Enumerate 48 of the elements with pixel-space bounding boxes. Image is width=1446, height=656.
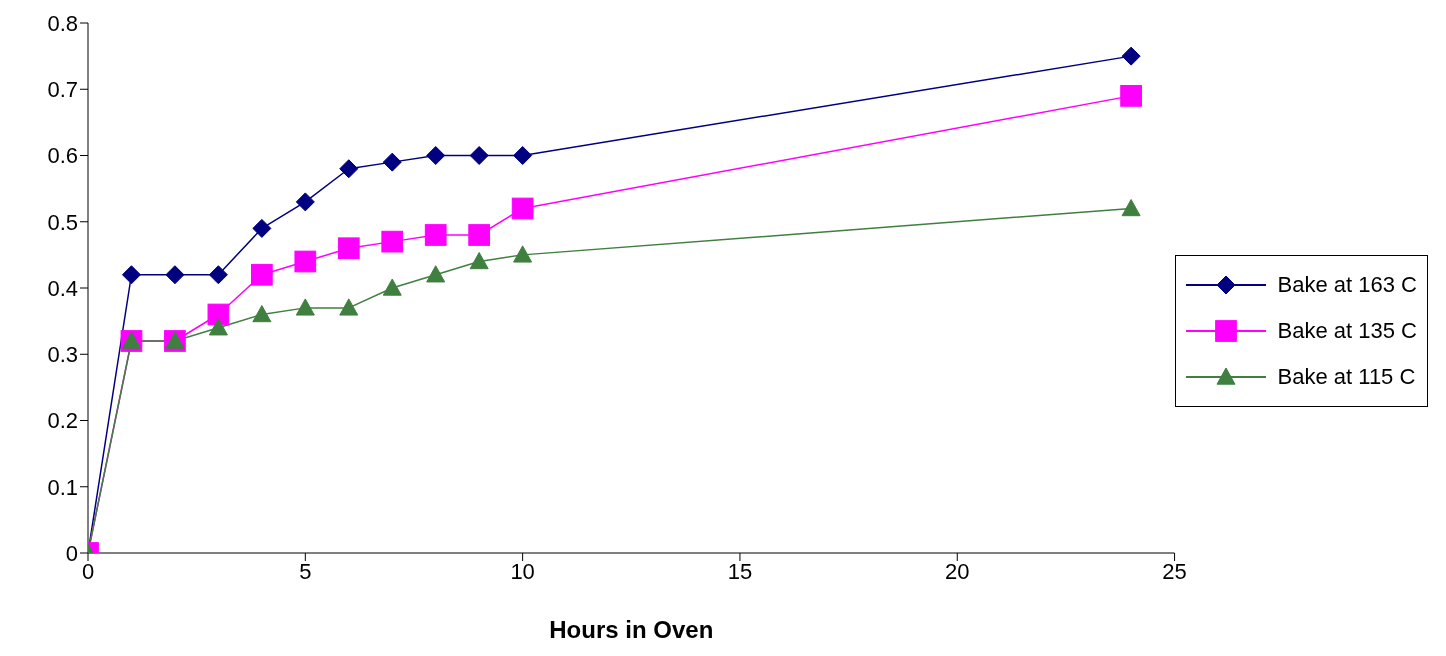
- point: [252, 218, 272, 238]
- point: [121, 265, 141, 285]
- y-tick-label: 0.8: [47, 10, 78, 36]
- point: [469, 146, 489, 165]
- legend-label: Bake at 115 C: [1277, 363, 1416, 390]
- point: [511, 197, 534, 220]
- legend-label: Bake at 135 C: [1277, 317, 1417, 344]
- x-axis-title: Hours in Oven: [549, 616, 714, 643]
- point: [294, 250, 317, 273]
- point: [165, 265, 185, 285]
- x-tick-label: 15: [727, 558, 753, 584]
- y-tick-label: 0.2: [47, 408, 78, 434]
- point: [252, 305, 272, 323]
- point: [207, 303, 230, 326]
- point: [339, 159, 359, 179]
- y-tick-label: 0.7: [47, 77, 78, 103]
- point: [1120, 85, 1142, 107]
- legend-label: Bake at 163 C: [1277, 271, 1417, 298]
- point: [382, 278, 402, 296]
- x-tick-label: 5: [299, 558, 312, 584]
- point: [1121, 46, 1141, 66]
- point: [295, 298, 315, 316]
- y-tick-label: 0.5: [47, 209, 78, 235]
- point: [339, 298, 359, 316]
- y-tick-label: 0.6: [47, 143, 78, 169]
- point: [337, 237, 360, 260]
- x-tick-label: 0: [81, 558, 95, 584]
- point: [208, 265, 228, 285]
- point: [426, 146, 446, 165]
- point: [381, 230, 404, 253]
- x-tick-label: 10: [510, 558, 535, 584]
- point: [426, 265, 446, 283]
- y-tick-label: 0: [65, 540, 78, 566]
- point: [295, 192, 315, 212]
- point: [382, 152, 402, 172]
- y-tick-label: 0.3: [47, 342, 78, 368]
- point: [513, 146, 533, 165]
- point: [208, 318, 228, 336]
- y-tick-label: 0.1: [47, 474, 78, 500]
- x-tick-label: 20: [945, 558, 970, 584]
- x-tick-label: 25: [1162, 558, 1187, 584]
- point: [513, 245, 533, 263]
- y-tick-label: 0.4: [47, 275, 78, 301]
- point: [424, 224, 447, 246]
- point: [468, 224, 491, 246]
- point: [251, 263, 273, 286]
- point: [469, 252, 489, 270]
- point: [1121, 199, 1141, 217]
